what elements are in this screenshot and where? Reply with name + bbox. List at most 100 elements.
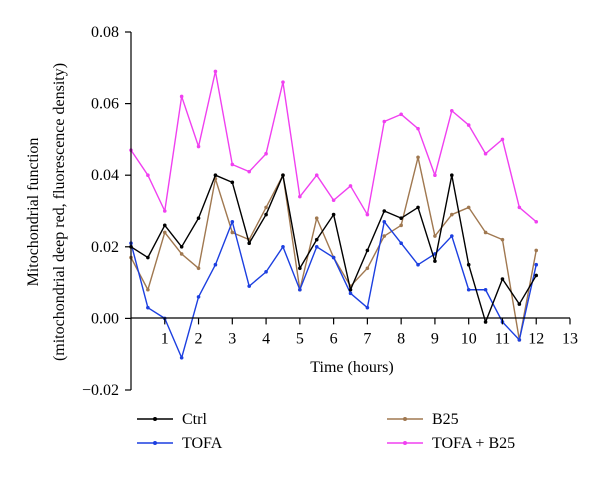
data-point-ctrl bbox=[179, 245, 184, 249]
data-point-ctrl bbox=[298, 266, 302, 271]
legend-label-b25: B25 bbox=[432, 411, 459, 428]
legend-item-b25: B25 bbox=[387, 411, 459, 428]
data-point-b25 bbox=[196, 266, 201, 271]
data-point-ctrl bbox=[466, 262, 471, 267]
data-point-b25 bbox=[314, 216, 319, 220]
y-axis-title-line1: Mitochondrial function bbox=[25, 138, 42, 287]
data-point-tofa-b25 bbox=[399, 112, 403, 117]
data-point-ctrl bbox=[162, 223, 167, 228]
data-point-ctrl bbox=[416, 205, 420, 210]
y-axis-title: Mitochondrial function (mitochondrial de… bbox=[25, 63, 68, 361]
legend-marker-b25 bbox=[403, 417, 407, 421]
data-point-tofa bbox=[230, 219, 235, 224]
y-tick-label: 0.06 bbox=[91, 96, 119, 113]
legend-item-tofa: TOFA bbox=[137, 435, 223, 452]
data-point-ctrl bbox=[450, 173, 454, 177]
data-point-tofa-b25 bbox=[433, 173, 437, 177]
data-point-b25 bbox=[146, 287, 150, 292]
x-tick-label: 2 bbox=[195, 330, 203, 347]
data-point-b25 bbox=[162, 230, 167, 235]
data-point-tofa bbox=[281, 245, 285, 249]
data-point-ctrl bbox=[348, 287, 353, 292]
data-point-tofa-b25 bbox=[247, 169, 251, 174]
data-point-ctrl bbox=[196, 216, 201, 220]
data-point-b25 bbox=[450, 212, 454, 217]
x-tick-label: 12 bbox=[528, 330, 544, 347]
data-point-tofa bbox=[483, 287, 488, 292]
data-point-ctrl bbox=[281, 173, 285, 177]
data-point-tofa-b25 bbox=[534, 219, 539, 224]
data-point-tofa bbox=[179, 355, 184, 360]
data-point-tofa bbox=[264, 270, 268, 274]
legend-item-tofa-b25: TOFA + B25 bbox=[387, 435, 515, 452]
data-point-tofa bbox=[314, 245, 319, 249]
data-point-b25 bbox=[433, 234, 437, 238]
x-tick-label: 6 bbox=[330, 330, 338, 347]
series-tofa bbox=[129, 219, 539, 360]
data-point-b25 bbox=[416, 155, 420, 160]
y-tick-label: 0.00 bbox=[91, 310, 119, 327]
y-tick-label: −0.02 bbox=[82, 382, 119, 399]
data-point-b25 bbox=[230, 230, 235, 235]
data-point-tofa-b25 bbox=[382, 119, 387, 124]
data-point-ctrl bbox=[382, 209, 387, 213]
data-point-tofa bbox=[466, 287, 471, 292]
series-line-b25 bbox=[130, 156, 537, 341]
legend-label-tofa-b25: TOFA + B25 bbox=[432, 435, 515, 452]
data-point-b25 bbox=[483, 230, 488, 235]
data-point-tofa bbox=[247, 284, 251, 288]
series-ctrl bbox=[129, 173, 539, 324]
legend-marker-tofa bbox=[153, 441, 157, 445]
series-tofa-b25 bbox=[129, 69, 539, 224]
data-point-tofa bbox=[517, 338, 522, 342]
data-point-ctrl bbox=[247, 241, 251, 246]
x-tick-label: 4 bbox=[262, 330, 270, 347]
data-point-ctrl bbox=[433, 259, 437, 263]
data-point-ctrl bbox=[264, 212, 268, 217]
x-tick-label: 11 bbox=[495, 330, 510, 347]
x-tick-label: 5 bbox=[296, 330, 304, 347]
axes bbox=[130, 32, 570, 390]
data-point-b25 bbox=[466, 205, 471, 210]
data-point-tofa-b25 bbox=[264, 151, 268, 156]
x-tick-label: 7 bbox=[363, 330, 371, 347]
data-point-tofa bbox=[348, 291, 353, 296]
x-axis-title: Time (hours) bbox=[310, 359, 393, 376]
data-point-tofa-b25 bbox=[365, 212, 370, 217]
data-point-tofa bbox=[331, 255, 336, 260]
x-axis-ticks: 1 2 3 4 5 6 7 8 9 10 11 12 13 bbox=[161, 318, 578, 347]
legend-marker-tofa-b25 bbox=[403, 441, 407, 445]
data-point-b25 bbox=[382, 234, 387, 238]
x-tick-label: 9 bbox=[431, 330, 439, 347]
data-point-tofa bbox=[382, 219, 387, 224]
data-point-ctrl bbox=[399, 216, 403, 220]
y-axis-title-line2: (mitochondrial deep red, fluorescence de… bbox=[51, 63, 68, 361]
legend-label-ctrl: Ctrl bbox=[182, 411, 207, 428]
data-point-tofa-b25 bbox=[517, 205, 522, 210]
plot-area bbox=[129, 69, 539, 360]
data-point-b25 bbox=[399, 223, 403, 228]
data-point-tofa-b25 bbox=[162, 209, 167, 213]
y-axis-ticks: 0.08 0.06 0.04 0.02 0.00 −0.02 bbox=[82, 24, 131, 399]
x-tick-label: 1 bbox=[161, 330, 169, 347]
x-tick-label: 3 bbox=[228, 330, 236, 347]
legend-label-tofa: TOFA bbox=[182, 435, 223, 452]
data-point-tofa-b25 bbox=[298, 194, 302, 199]
data-point-ctrl bbox=[331, 212, 336, 217]
series-line-ctrl bbox=[130, 174, 537, 323]
x-tick-label: 8 bbox=[397, 330, 405, 347]
data-point-tofa-b25 bbox=[331, 198, 336, 203]
data-point-ctrl bbox=[230, 180, 235, 185]
data-point-tofa bbox=[196, 295, 201, 299]
data-point-tofa bbox=[365, 305, 370, 310]
data-point-ctrl bbox=[314, 237, 319, 242]
data-point-tofa-b25 bbox=[466, 123, 471, 127]
data-point-b25 bbox=[500, 237, 505, 242]
data-point-tofa-b25 bbox=[450, 108, 454, 113]
data-point-tofa-b25 bbox=[281, 80, 285, 84]
data-point-tofa-b25 bbox=[483, 151, 488, 156]
y-tick-label: 0.08 bbox=[91, 24, 119, 41]
data-point-ctrl bbox=[146, 255, 150, 260]
data-point-tofa bbox=[298, 287, 302, 292]
